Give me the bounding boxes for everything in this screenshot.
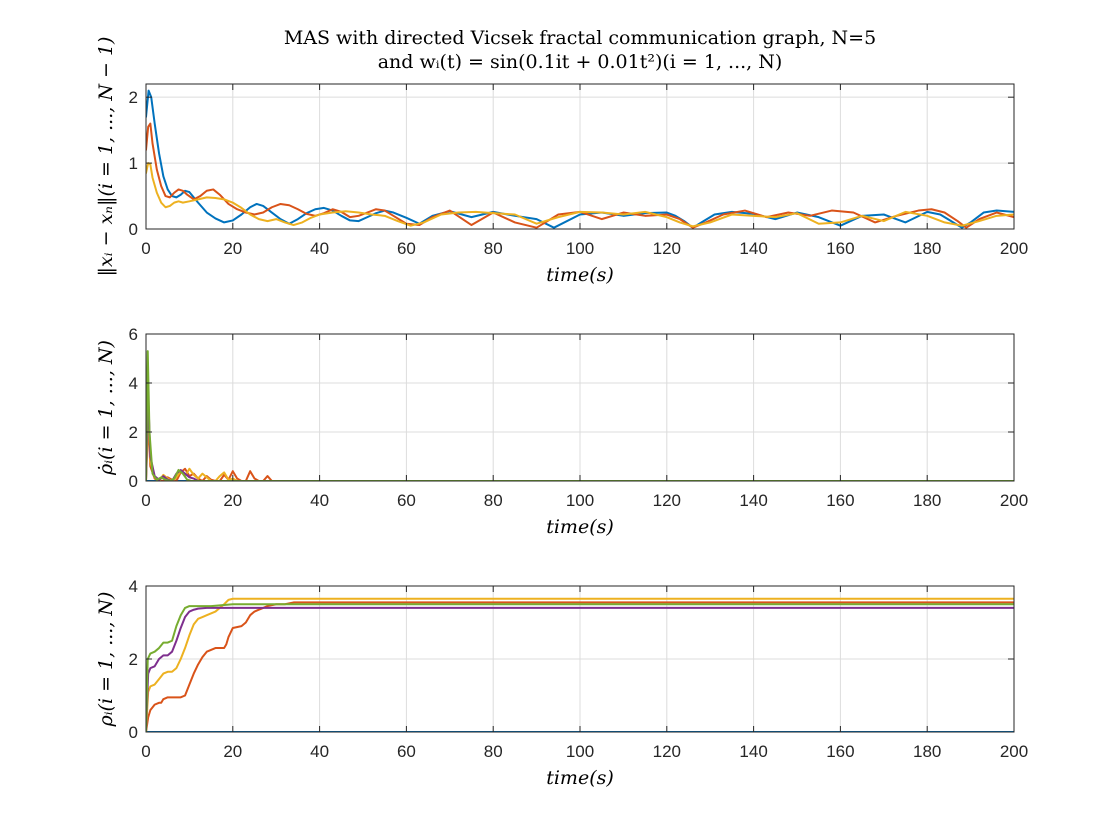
y-axis-label: ‖xᵢ − xₙ‖(i = 1, ..., N − 1) (95, 37, 117, 277)
x-tick-label: 100 (566, 491, 594, 510)
x-tick-label: 200 (1000, 742, 1028, 761)
x-tick-label: 160 (826, 239, 854, 258)
x-tick-label: 160 (826, 491, 854, 510)
x-tick-label: 0 (141, 491, 150, 510)
x-axis-label: time(s) (546, 767, 614, 789)
x-tick-label: 140 (739, 742, 767, 761)
y-tick-label: 2 (129, 88, 138, 107)
y-tick-label: 2 (129, 423, 138, 442)
x-tick-label: 120 (653, 491, 681, 510)
x-axis-label: time(s) (546, 516, 614, 538)
y-tick-label: 4 (129, 577, 138, 596)
x-tick-label: 160 (826, 742, 854, 761)
series-line-4 (146, 606, 1014, 732)
y-tick-label: 0 (129, 220, 138, 239)
x-tick-label: 140 (739, 491, 767, 510)
series-line-2 (146, 122, 1014, 229)
series-group (146, 350, 1014, 481)
series-line-3 (146, 162, 1014, 228)
figure-title-line2: and wᵢ(t) = sin(0.1it + 0.01t²)(i = 1, .… (378, 51, 783, 73)
x-tick-label: 180 (913, 742, 941, 761)
y-tick-label: 4 (129, 374, 138, 393)
x-tick-label: 180 (913, 491, 941, 510)
subplot-rho_dot: 0 20 40 60 80 100 120 140 160 180 200 0 2 4 6 time(s) ρ̇… (95, 325, 1028, 538)
x-tick-label: 40 (310, 491, 329, 510)
y-tick-label: 0 (129, 723, 138, 742)
subplot-error: 0 20 40 60 80 100 120 140 160 180 200 0 1 2 time(s) ‖xᵢ… (95, 37, 1028, 286)
series-line-2 (146, 601, 1014, 732)
y-axis-label: ρ̇ᵢ(i = 1, ..., N) (95, 340, 117, 476)
x-tick-label: 0 (141, 239, 150, 258)
x-tick-label: 120 (653, 742, 681, 761)
series-line-5 (146, 350, 1014, 481)
y-tick-label: 1 (129, 154, 138, 173)
series-line-3 (146, 597, 1014, 732)
series-line-1 (146, 89, 1014, 229)
x-tick-label: 80 (484, 742, 503, 761)
x-axis-label: time(s) (546, 264, 614, 286)
x-tick-label: 40 (310, 239, 329, 258)
subplot-rho: 0 20 40 60 80 100 120 140 160 180 200 0 2 4 time(s) ρᵢ(… (95, 577, 1028, 789)
x-tick-label: 180 (913, 239, 941, 258)
x-tick-label: 20 (223, 742, 242, 761)
x-tick-label: 100 (566, 742, 594, 761)
y-tick-label: 6 (129, 325, 138, 344)
figure-title-line1: MAS with directed Vicsek fractal communi… (284, 27, 876, 49)
series-group (146, 89, 1014, 229)
x-tick-label: 200 (1000, 239, 1028, 258)
y-tick-label: 0 (129, 472, 138, 491)
x-tick-label: 80 (484, 239, 503, 258)
x-tick-label: 60 (397, 742, 416, 761)
series-line-5 (146, 603, 1014, 732)
x-tick-label: 200 (1000, 491, 1028, 510)
x-tick-label: 60 (397, 491, 416, 510)
x-tick-label: 140 (739, 239, 767, 258)
x-tick-label: 100 (566, 239, 594, 258)
y-tick-label: 2 (129, 650, 138, 669)
x-tick-label: 0 (141, 742, 150, 761)
x-tick-label: 60 (397, 239, 416, 258)
subplots: 0 20 40 60 80 100 120 140 160 180 200012time(s)‖xᵢ… (95, 37, 1028, 789)
series-line-3 (146, 406, 1014, 481)
x-tick-label: 80 (484, 491, 503, 510)
x-tick-label: 20 (223, 491, 242, 510)
x-tick-label: 40 (310, 742, 329, 761)
x-tick-label: 20 (223, 239, 242, 258)
x-tick-label: 120 (653, 239, 681, 258)
series-group (146, 597, 1014, 732)
y-axis-label: ρᵢ(i = 1, ..., N) (95, 592, 117, 728)
